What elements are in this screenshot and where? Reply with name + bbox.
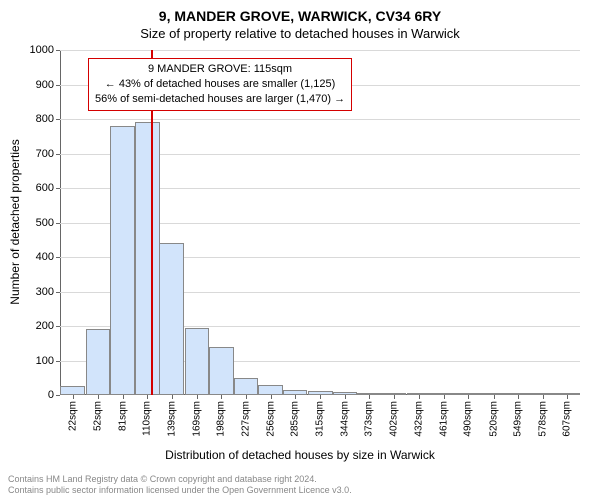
ytick-mark <box>56 223 60 224</box>
ytick-mark <box>56 361 60 362</box>
ytick-label: 100 <box>14 355 54 367</box>
histogram-bar <box>258 385 283 395</box>
ytick-label: 900 <box>14 79 54 91</box>
ytick-mark <box>56 154 60 155</box>
xtick-label: 198sqm <box>216 395 227 437</box>
histogram-bar <box>135 122 160 395</box>
histogram-bar <box>234 378 259 395</box>
xtick-label: 81sqm <box>117 395 128 431</box>
histogram-bar <box>86 329 111 395</box>
ytick-mark <box>56 257 60 258</box>
xtick-label: 227sqm <box>241 395 252 437</box>
histogram-bar <box>209 347 234 395</box>
xtick-label: 110sqm <box>142 395 153 436</box>
ytick-mark <box>56 395 60 396</box>
ytick-mark <box>56 292 60 293</box>
xtick-label: 344sqm <box>339 395 350 437</box>
histogram-bar <box>110 126 135 395</box>
attribution-line2: Contains public sector information licen… <box>8 485 352 496</box>
xtick-label: 578sqm <box>537 395 548 437</box>
ytick-mark <box>56 188 60 189</box>
attribution-line1: Contains HM Land Registry data © Crown c… <box>8 474 352 485</box>
xtick-label: 285sqm <box>290 395 301 437</box>
ytick-mark <box>56 85 60 86</box>
xtick-label: 315sqm <box>315 395 326 437</box>
xtick-label: 607sqm <box>562 395 573 437</box>
attribution: Contains HM Land Registry data © Crown c… <box>8 474 352 496</box>
xtick-label: 520sqm <box>488 395 499 437</box>
xtick-label: 373sqm <box>364 395 375 437</box>
ytick-mark <box>56 50 60 51</box>
xtick-label: 549sqm <box>513 395 524 437</box>
chart-area: 0100200300400500600700800900100022sqm52s… <box>60 50 580 395</box>
marker-infobox: 9 MANDER GROVE: 115sqm ← 43% of detached… <box>88 58 352 111</box>
ytick-label: 700 <box>14 148 54 160</box>
xtick-label: 432sqm <box>414 395 425 437</box>
ytick-label: 0 <box>14 389 54 401</box>
ytick-label: 800 <box>14 113 54 125</box>
ytick-label: 500 <box>14 217 54 229</box>
x-axis-label: Distribution of detached houses by size … <box>0 448 600 462</box>
page-subtitle: Size of property relative to detached ho… <box>0 24 600 41</box>
xtick-label: 169sqm <box>191 395 202 437</box>
gridline <box>60 50 580 51</box>
infobox-line2: ← 43% of detached houses are smaller (1,… <box>95 77 345 92</box>
ytick-label: 1000 <box>14 44 54 56</box>
xtick-label: 256sqm <box>265 395 276 437</box>
ytick-label: 300 <box>14 286 54 298</box>
xtick-label: 490sqm <box>463 395 474 437</box>
infobox-line1: 9 MANDER GROVE: 115sqm <box>95 62 345 77</box>
xtick-label: 402sqm <box>388 395 399 437</box>
page-title: 9, MANDER GROVE, WARWICK, CV34 6RY <box>0 0 600 24</box>
gridline <box>60 119 580 120</box>
ytick-mark <box>56 119 60 120</box>
xtick-label: 22sqm <box>67 395 78 431</box>
xtick-label: 139sqm <box>166 395 177 437</box>
histogram-bar <box>185 328 210 395</box>
xtick-label: 52sqm <box>93 395 104 431</box>
ytick-mark <box>56 326 60 327</box>
ytick-label: 600 <box>14 182 54 194</box>
histogram-bar <box>159 243 184 395</box>
infobox-line3: 56% of semi-detached houses are larger (… <box>95 92 345 107</box>
ytick-label: 400 <box>14 251 54 263</box>
histogram-bar <box>60 386 85 395</box>
xtick-label: 461sqm <box>438 395 449 437</box>
ytick-label: 200 <box>14 320 54 332</box>
